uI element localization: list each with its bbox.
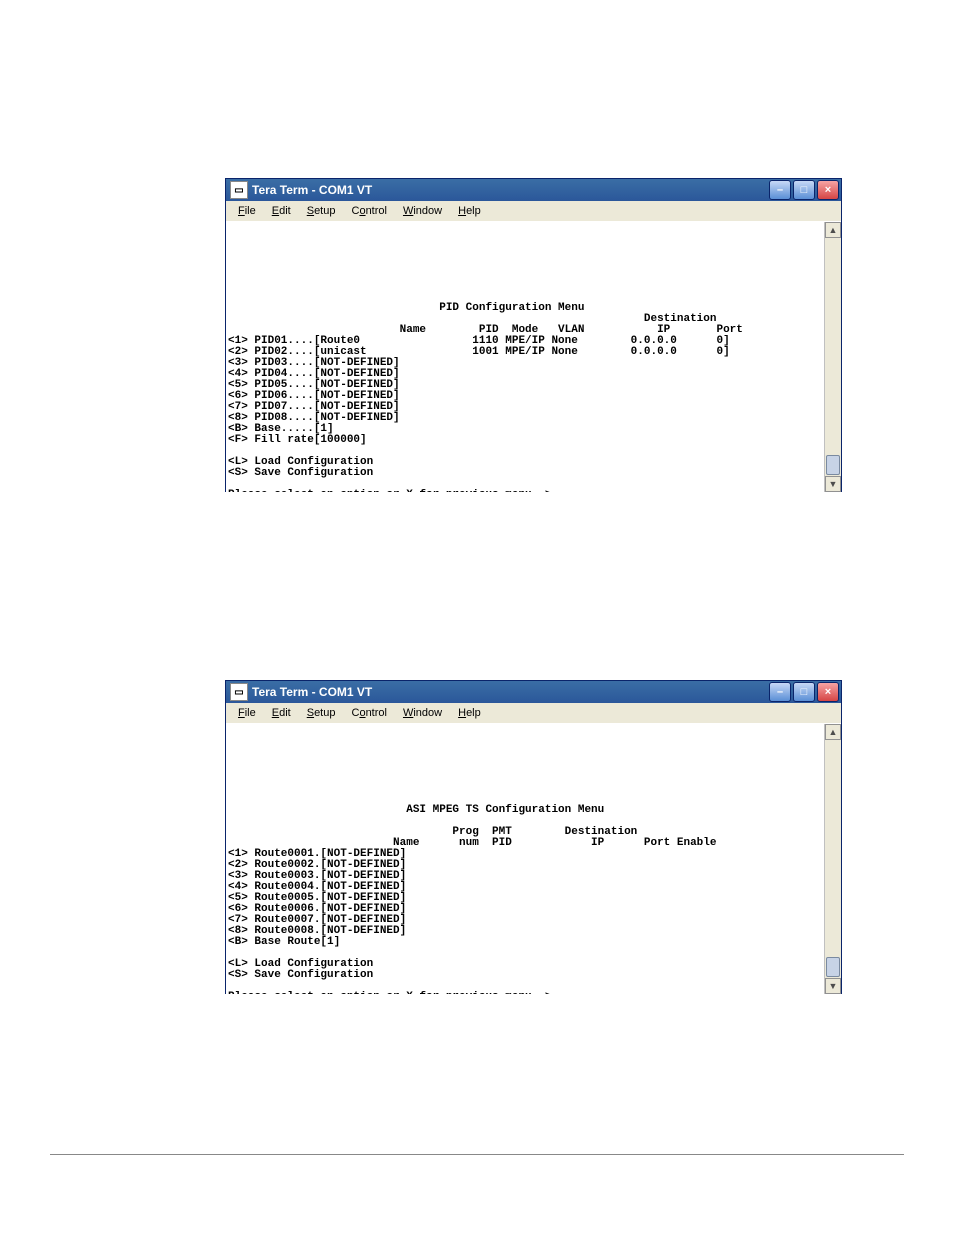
page-footer-rule <box>50 1154 904 1155</box>
scroll-down-icon[interactable]: ▼ <box>825 978 841 994</box>
list-item: <F> Fill rate[100000] <box>228 434 367 446</box>
titlebar[interactable]: ▭ Tera Term - COM1 VT – □ × <box>226 179 841 201</box>
menu-help[interactable]: Help <box>450 203 489 219</box>
prompt: Please select an option or X for previou… <box>228 489 551 492</box>
menu-title: ASI MPEG TS Configuration Menu <box>228 804 604 816</box>
list-item: <B> Base Route[1] <box>228 936 340 948</box>
menu-setup[interactable]: Setup <box>299 203 344 219</box>
close-button[interactable]: × <box>817 180 839 200</box>
minimize-button[interactable]: – <box>769 180 791 200</box>
titlebar[interactable]: ▭ Tera Term - COM1 VT – □ × <box>226 681 841 703</box>
terminal-window-1: ▭ Tera Term - COM1 VT – □ × File Edit Se… <box>225 178 842 492</box>
window-title: Tera Term - COM1 VT <box>252 183 769 197</box>
menu-window[interactable]: Window <box>395 705 450 721</box>
prompt: Please select an option or X for previou… <box>228 991 551 994</box>
terminal-text: PID Configuration Menu Destination Name … <box>226 222 825 492</box>
maximize-button[interactable]: □ <box>793 180 815 200</box>
menu-control[interactable]: Control <box>343 705 394 721</box>
menu-edit[interactable]: Edit <box>264 705 299 721</box>
menu-setup[interactable]: Setup <box>299 705 344 721</box>
menu-file[interactable]: File <box>230 203 264 219</box>
scroll-up-icon[interactable]: ▲ <box>825 222 841 238</box>
minimize-button[interactable]: – <box>769 682 791 702</box>
window-title: Tera Term - COM1 VT <box>252 685 769 699</box>
menu-help[interactable]: Help <box>450 705 489 721</box>
scroll-up-icon[interactable]: ▲ <box>825 724 841 740</box>
terminal-area[interactable]: ASI MPEG TS Configuration Menu Prog PMT … <box>226 724 841 994</box>
scroll-thumb[interactable] <box>826 455 840 475</box>
close-button[interactable]: × <box>817 682 839 702</box>
vertical-scrollbar[interactable]: ▲ ▼ <box>824 724 841 994</box>
app-icon: ▭ <box>230 683 248 701</box>
save-config: <S> Save Configuration <box>228 969 373 981</box>
scroll-down-icon[interactable]: ▼ <box>825 476 841 492</box>
menubar: File Edit Setup Control Window Help <box>226 703 841 724</box>
terminal-window-2: ▭ Tera Term - COM1 VT – □ × File Edit Se… <box>225 680 842 994</box>
menu-window[interactable]: Window <box>395 203 450 219</box>
vertical-scrollbar[interactable]: ▲ ▼ <box>824 222 841 492</box>
menu-control[interactable]: Control <box>343 203 394 219</box>
save-config: <S> Save Configuration <box>228 467 373 479</box>
terminal-area[interactable]: PID Configuration Menu Destination Name … <box>226 222 841 492</box>
terminal-text: ASI MPEG TS Configuration Menu Prog PMT … <box>226 724 825 994</box>
menu-edit[interactable]: Edit <box>264 203 299 219</box>
menu-file[interactable]: File <box>230 705 264 721</box>
scroll-thumb[interactable] <box>826 957 840 977</box>
menubar: File Edit Setup Control Window Help <box>226 201 841 222</box>
maximize-button[interactable]: □ <box>793 682 815 702</box>
app-icon: ▭ <box>230 181 248 199</box>
